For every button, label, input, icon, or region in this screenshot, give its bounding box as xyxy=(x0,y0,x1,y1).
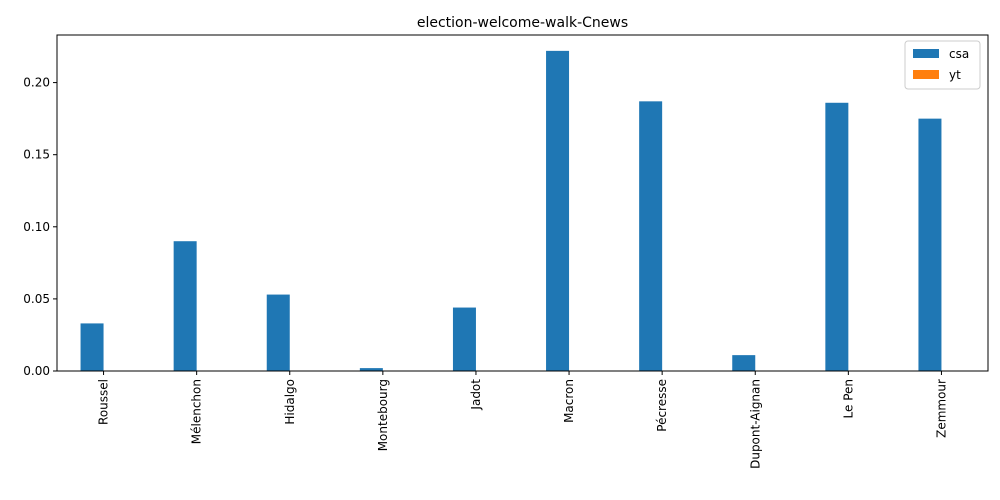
bar-csa-4 xyxy=(452,307,476,371)
x-tick-label-0: Roussel xyxy=(97,379,111,425)
legend-label-csa: csa xyxy=(949,47,969,61)
bar-csa-1 xyxy=(173,241,197,371)
x-tick-label-6: Pécresse xyxy=(655,379,669,432)
x-tick-label-3: Montebourg xyxy=(376,379,390,451)
bar-csa-9 xyxy=(918,118,942,371)
x-tick-label-8: Le Pen xyxy=(841,379,855,418)
legend-swatch-yt xyxy=(913,70,939,79)
y-tick-label-3: 0.15 xyxy=(23,148,50,162)
legend: csa yt xyxy=(904,40,981,90)
y-axis: 0.00 0.05 0.10 0.15 0.20 xyxy=(23,76,57,378)
y-tick-label-2: 0.10 xyxy=(23,220,50,234)
x-tick-label-2: Hidalgo xyxy=(283,379,297,425)
bar-csa-8 xyxy=(825,102,849,371)
bar-csa-2 xyxy=(266,294,290,371)
x-tick-label-4: Jadot xyxy=(469,379,483,411)
y-tick-label-0: 0.00 xyxy=(23,364,50,378)
x-tick-label-5: Macron xyxy=(562,379,576,423)
plot-frame xyxy=(56,34,989,372)
legend-swatch-csa xyxy=(913,49,939,58)
bar-csa-7 xyxy=(732,355,756,371)
y-tick-label-4: 0.20 xyxy=(23,76,50,90)
x-tick-label-9: Zemmour xyxy=(934,379,948,438)
legend-label-yt: yt xyxy=(949,68,961,82)
bar-csa-5 xyxy=(546,50,570,371)
bar-csa-6 xyxy=(639,101,663,371)
chart-title: election-welcome-walk-Cnews xyxy=(417,15,628,31)
x-axis: Roussel Mélenchon Hidalgo Montebourg Jadot Ma… xyxy=(97,371,948,469)
y-tick-label-1: 0.05 xyxy=(23,292,50,306)
x-tick-label-7: Dupont-Aignan xyxy=(748,379,762,469)
bar-csa-0 xyxy=(80,323,104,371)
bar-csa-3 xyxy=(359,368,383,371)
bars-layer xyxy=(80,50,942,371)
x-tick-label-1: Mélenchon xyxy=(190,379,204,444)
